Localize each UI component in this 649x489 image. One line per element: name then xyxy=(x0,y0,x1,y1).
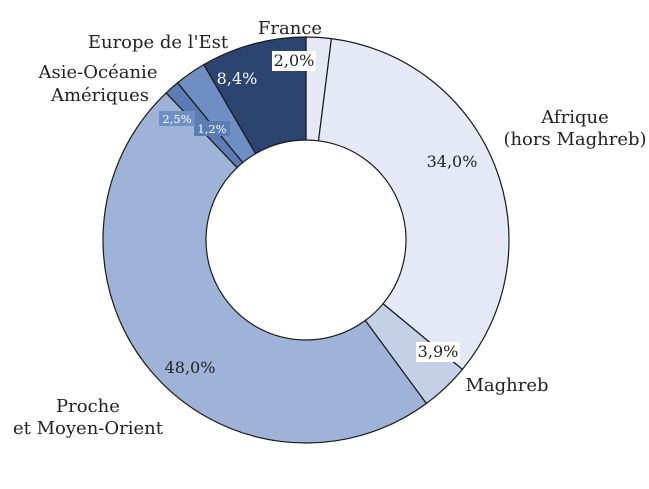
category-label-france: France xyxy=(258,18,322,39)
value-label-proche: 48,0% xyxy=(165,358,216,377)
category-label-proche: Proche et Moyen-Orient xyxy=(13,396,164,439)
category-label-maghreb: Maghreb xyxy=(465,375,548,396)
slice-proche xyxy=(102,92,428,444)
value-label-europe-de-l-est: 8,4% xyxy=(217,69,258,88)
value-label-france: 2,0% xyxy=(274,51,315,70)
value-label-maghreb: 3,9% xyxy=(418,342,459,361)
value-label-afrique: 34,0% xyxy=(427,152,478,171)
slice-afrique xyxy=(317,37,510,371)
value-label-asie-oceanie: 2,5% xyxy=(162,112,191,126)
value-label-box xyxy=(272,51,316,71)
value-label-box xyxy=(416,342,460,362)
slices-group xyxy=(102,36,510,444)
category-label-ameriques: Amériques xyxy=(50,85,149,106)
category-label-asie-oceanie: Asie-Océanie xyxy=(38,62,158,83)
category-label-europe-de-l-est: Europe de l'Est xyxy=(88,32,229,53)
value-label-ameriques: 1,2% xyxy=(197,122,226,136)
category-label-afrique: Afrique (hors Maghreb) xyxy=(503,107,646,150)
value-label-box xyxy=(159,111,195,126)
value-label-box xyxy=(194,121,230,136)
labels-group: 2,0% France 34,0% Afrique (hors Maghreb) 3,9%… xyxy=(13,18,647,439)
